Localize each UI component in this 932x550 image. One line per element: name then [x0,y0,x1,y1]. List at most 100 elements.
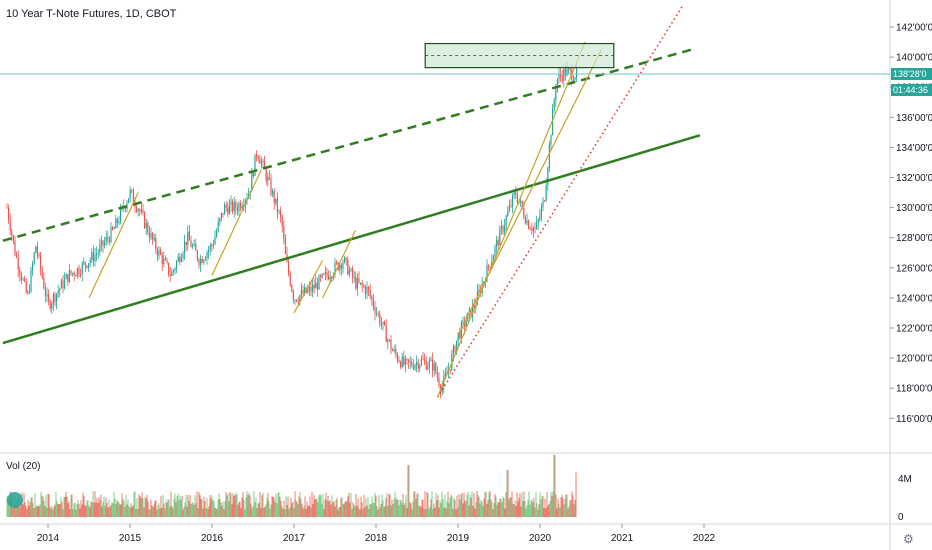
candle-body [318,275,320,290]
volume-bar [19,507,21,517]
candle-body [118,221,120,223]
volume-bar [379,507,381,517]
volume-bar [295,499,297,517]
volume-bar [6,495,8,517]
candle-body [419,364,421,369]
volume-bar [66,496,68,517]
settings-icon[interactable]: ⚙ [903,532,914,546]
volume-bar [221,505,223,517]
volume-bar [475,502,477,517]
candle-body [508,205,510,212]
candles [6,61,578,399]
candle-body [72,272,74,274]
candle-body [308,286,310,290]
candle-body [513,192,515,195]
candle-body [292,291,294,300]
candle-body [227,207,229,215]
volume-bar [151,505,153,517]
candle-body [160,250,162,255]
x-tick-label: 2022 [693,533,716,544]
volume-bar [387,505,389,517]
volume-bar [420,507,422,517]
candle-body [54,294,56,302]
volume-bar [82,492,84,517]
volume-bar [276,503,278,517]
candle-body [566,68,568,76]
candle-body [131,189,133,191]
volume-bar [73,503,75,517]
volume-bar [187,494,189,517]
candle-body [304,287,306,294]
volume-bar [235,492,237,517]
candle-body [110,227,112,243]
drawings [2,4,701,398]
candle-body [384,321,386,326]
volume-bar [257,503,259,517]
candle-body [416,362,418,365]
volume-tick-label: 4M [898,474,912,485]
candle-body [153,238,155,240]
candle-body [16,255,18,258]
volume-bar [83,496,85,517]
volume-bar [541,496,543,517]
candle-body [432,359,434,371]
volume-bar [322,494,324,517]
volume-bar [12,507,14,517]
volume-bar [564,498,566,517]
volume-bar [454,499,456,517]
volume-bar [242,492,244,517]
candle-body [12,235,14,241]
volume-bar [72,509,74,517]
volume-bar [24,502,26,517]
volume-bar [101,506,103,517]
candle-body [572,79,574,81]
volume-bar [234,495,236,517]
volume-bar [337,509,339,517]
volume-bar [208,505,210,517]
candle-body [406,358,408,360]
candle-body [382,321,384,325]
volume-bar [367,497,369,517]
volume-bar [32,503,34,517]
volume-bar [87,500,89,517]
candle-body [88,263,90,268]
volume-bar [220,502,222,517]
volume-bar [282,508,284,517]
candle-body [238,203,240,212]
volume-bar [262,492,264,517]
candle-body [201,258,203,263]
candle-body [521,200,523,208]
y-tick-label: 134'00'0 [896,143,932,154]
volume-bar [344,501,346,517]
candle-body [536,223,538,229]
volume-bar [478,496,480,517]
volume-bar [78,503,80,517]
candle-body [524,217,526,224]
volume-bar [497,501,499,517]
volume-bar [479,503,481,517]
candle-body [403,356,405,365]
volume-bar [188,500,190,517]
candle-body [364,286,366,294]
candle-body [574,77,576,80]
candle-body [222,212,224,215]
candle-body [187,231,189,245]
volume-bar [104,505,106,517]
x-tick-label: 2017 [283,533,306,544]
volume-bar [394,491,396,517]
volume-bar [546,491,548,517]
volume-bar [260,507,262,517]
volume-bar [249,495,251,517]
volume-bar [281,505,283,517]
candle-body [505,216,507,226]
candle-body [459,332,461,339]
candle-body [377,313,379,315]
candle-body [368,287,370,290]
candle-body [65,274,67,279]
candle-body [108,238,110,243]
volume-bar [568,506,570,517]
volume-bar [193,504,195,517]
volume-bar [317,502,319,517]
volume-bar [348,492,350,517]
